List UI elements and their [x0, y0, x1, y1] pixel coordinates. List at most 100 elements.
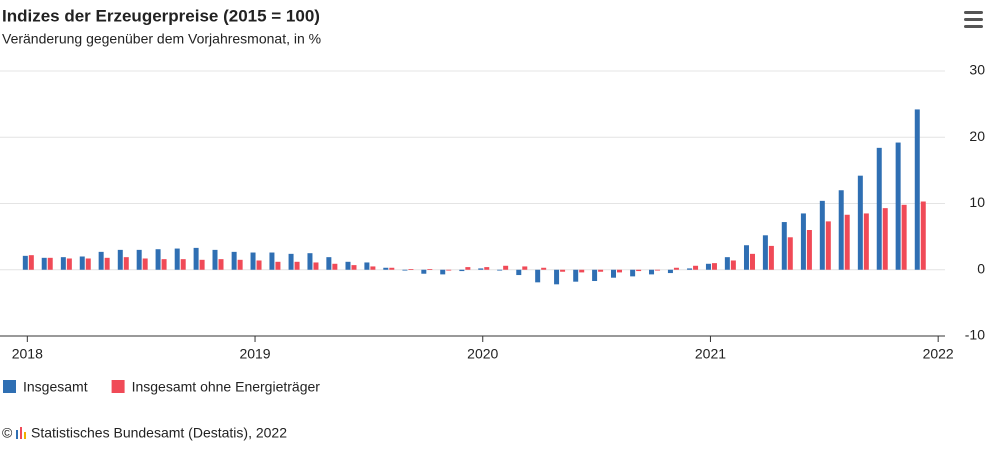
bar [123, 257, 129, 270]
bar [579, 269, 585, 273]
bar [41, 257, 47, 270]
bar [806, 230, 812, 270]
bar [895, 142, 901, 270]
bar [592, 269, 598, 282]
bar [402, 269, 408, 271]
bar [705, 263, 711, 270]
bar [117, 249, 123, 270]
bar [421, 269, 427, 274]
bar [598, 269, 604, 272]
legend-label: Insgesamt [23, 379, 88, 395]
bar [800, 213, 806, 270]
bar [465, 267, 471, 270]
bar [364, 262, 370, 270]
bar [351, 265, 357, 270]
bar [787, 237, 793, 270]
bar [28, 255, 34, 270]
x-tick-label: 2019 [239, 346, 270, 362]
bar [47, 257, 53, 270]
bar [275, 261, 281, 270]
bar [554, 269, 560, 285]
y-tick-label: -10 [965, 327, 985, 343]
bar [920, 201, 926, 270]
bar [459, 269, 465, 272]
bar [838, 190, 844, 270]
y-tick-label: 20 [969, 128, 985, 144]
bar [673, 267, 679, 270]
bar [22, 255, 28, 270]
bar [667, 269, 673, 274]
bar [79, 256, 85, 270]
bar [724, 257, 730, 270]
icon-bar [24, 432, 26, 439]
copyright: © [2, 425, 13, 441]
bar [857, 175, 863, 270]
bar [237, 259, 243, 270]
bar [142, 258, 148, 270]
bar [693, 265, 699, 270]
bar [573, 269, 579, 282]
bar [332, 263, 338, 270]
bar [541, 267, 547, 270]
bar [427, 269, 433, 270]
menu-bar [964, 25, 983, 28]
bar [370, 266, 376, 270]
bar [174, 248, 180, 270]
bar [876, 147, 882, 270]
bar [901, 204, 907, 270]
chart-title: Indizes der Erzeugerpreise (2015 = 100) [2, 6, 320, 25]
bar [617, 269, 623, 273]
bar [269, 252, 275, 270]
bar [522, 266, 528, 270]
bar [711, 263, 717, 270]
bar [446, 269, 452, 271]
bar [199, 259, 205, 270]
bar [768, 245, 774, 270]
bar [256, 260, 262, 270]
bar [844, 214, 850, 270]
bar [408, 269, 414, 270]
bar [288, 253, 294, 270]
y-tick-label: 0 [977, 260, 985, 276]
menu-bar [964, 11, 983, 14]
icon-bar [16, 430, 18, 439]
bar [819, 200, 825, 270]
bar [193, 247, 199, 270]
legend-swatch [3, 380, 16, 393]
x-tick-label: 2020 [467, 346, 498, 362]
bar [98, 251, 104, 270]
bar [161, 259, 167, 270]
bar [503, 265, 509, 270]
bar [636, 269, 642, 272]
bar [497, 269, 503, 271]
bar [630, 269, 636, 277]
bar [749, 253, 755, 270]
x-tick-label: 2022 [923, 346, 954, 362]
bar [104, 257, 110, 270]
bar [560, 269, 566, 272]
bar [85, 258, 91, 270]
source: Statistisches Bundesamt (Destatis), 2022 [31, 425, 287, 441]
bar [326, 257, 332, 270]
bar [250, 252, 256, 270]
bar [155, 249, 161, 270]
menu-icon[interactable] [964, 11, 983, 28]
bar [383, 267, 389, 270]
y-tick-label: 30 [969, 62, 985, 78]
y-tick-label: 10 [969, 194, 985, 210]
menu-bar [964, 18, 983, 21]
bar [687, 268, 693, 270]
bar [484, 267, 490, 270]
bar [389, 267, 395, 270]
bar [313, 262, 319, 270]
bar [60, 257, 66, 270]
bar [345, 261, 351, 270]
bar [914, 109, 920, 270]
source-icon [16, 427, 26, 439]
bar [825, 221, 831, 270]
bar [655, 269, 661, 271]
bar [218, 259, 224, 270]
bar [180, 259, 186, 270]
